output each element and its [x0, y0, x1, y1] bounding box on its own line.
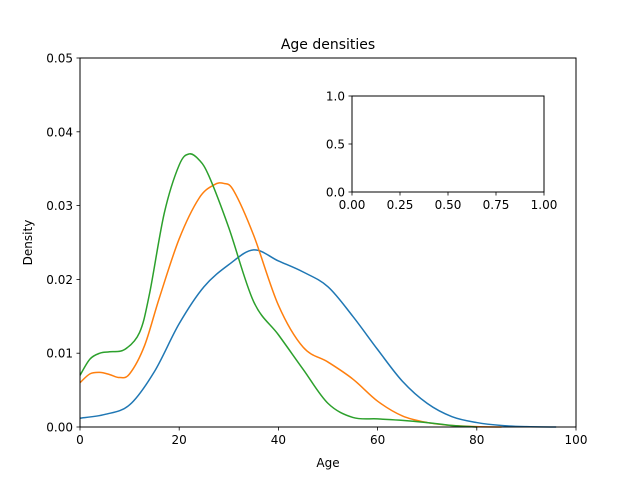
main-plot-lines — [79, 153, 557, 428]
inset-y-tick-label: 0.5 — [326, 138, 345, 152]
inset-axes: 0.00 0.25 0.50 0.75 1.00 0.0 0.5 1.0 — [326, 90, 557, 213]
inset-y-ticks: 0.0 0.5 1.0 — [326, 90, 352, 200]
inset-x-ticks: 0.00 0.25 0.50 0.75 1.00 — [339, 192, 558, 212]
inset-x-tick-label: 1.00 — [531, 198, 558, 212]
y-tick-label: 0.01 — [46, 347, 73, 361]
main-x-ticks: 0 20 40 60 80 100 — [76, 427, 587, 447]
density-line-3 — [79, 153, 477, 428]
x-axis-label: Age — [316, 456, 339, 470]
y-tick-label: 0.02 — [46, 273, 73, 287]
y-tick-label: 0.00 — [46, 421, 73, 435]
inset-x-tick-label: 0.00 — [339, 198, 366, 212]
main-y-ticks: 0.00 0.01 0.02 0.03 0.04 0.05 — [46, 52, 80, 435]
main-plot-frame — [79, 57, 577, 428]
inset-background — [352, 96, 544, 192]
inset-x-tick-label: 0.75 — [483, 198, 510, 212]
inset-x-tick-label: 0.25 — [387, 198, 414, 212]
chart-title: Age densities — [281, 37, 375, 53]
x-tick-label: 60 — [370, 433, 385, 447]
inset-y-tick-label: 0.0 — [326, 186, 345, 200]
x-tick-label: 80 — [469, 433, 484, 447]
density-line-2 — [79, 182, 502, 428]
density-line-1 — [79, 249, 557, 428]
x-tick-label: 20 — [172, 433, 187, 447]
y-tick-label: 0.04 — [46, 125, 73, 139]
main-axes: Age densities 0 20 40 60 80 100 0.000.010.020… — [21, 37, 587, 470]
x-tick-label: 100 — [565, 433, 588, 447]
inset-y-tick-label: 1.0 — [326, 90, 345, 104]
y-axis-label: Density — [21, 220, 35, 266]
y-tick-label: 0.05 — [46, 52, 73, 66]
x-tick-label: 0 — [76, 433, 84, 447]
x-tick-label: 40 — [271, 433, 286, 447]
y-tick-label: 0.03 — [46, 199, 73, 213]
inset-x-tick-label: 0.50 — [435, 198, 462, 212]
